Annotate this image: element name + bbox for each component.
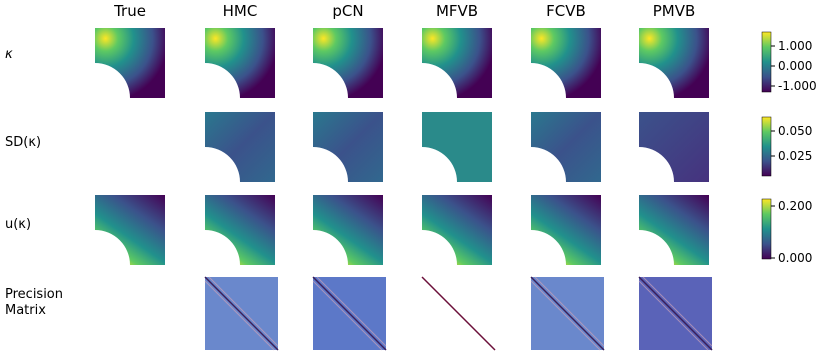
field-plot (205, 28, 275, 98)
field-plot (639, 112, 709, 182)
field-plot (205, 195, 275, 265)
matrix-band (204, 280, 275, 351)
field (639, 195, 709, 265)
matrix-diagonal (204, 276, 279, 351)
matrix-diagonal (638, 276, 713, 351)
field-plot (205, 112, 275, 182)
field-plot (639, 195, 709, 265)
matrix-band (312, 280, 383, 351)
field (205, 195, 275, 265)
matrix-band (316, 276, 387, 347)
field-plot (313, 112, 383, 182)
row-label: SD(κ) (5, 135, 42, 150)
matrix-diagonal (530, 276, 605, 351)
column-header: True (113, 2, 146, 20)
field (313, 195, 383, 265)
field (95, 28, 165, 98)
field-plot (95, 28, 165, 98)
field-plot (531, 28, 601, 98)
field-plot (422, 195, 492, 265)
colorbar (761, 116, 772, 177)
field-plot (313, 28, 383, 98)
column-header: FCVB (546, 2, 586, 20)
field (205, 28, 275, 98)
field (95, 195, 165, 265)
row-label: u(κ) (5, 217, 32, 232)
field-plot (95, 195, 165, 265)
row-label: κ (5, 47, 13, 62)
field (205, 112, 275, 182)
precision-matrix (530, 276, 605, 351)
field-plot (422, 112, 492, 182)
matrix-band (642, 276, 713, 347)
matrix-diagonal (421, 276, 496, 351)
row-label: Precision Matrix (5, 287, 64, 318)
field (313, 28, 383, 98)
field (422, 28, 492, 98)
field-plot (531, 195, 601, 265)
colorbar-tick-label: 0.200 (778, 199, 812, 213)
colorbar (761, 198, 772, 260)
matrix-band (530, 280, 601, 351)
field (422, 195, 492, 265)
precision-matrix (312, 276, 387, 351)
field (531, 28, 601, 98)
matrix-band (534, 276, 605, 347)
field (422, 112, 492, 182)
precision-matrix (638, 276, 713, 351)
field (531, 112, 601, 182)
colorbar-tick-label: -1.000 (778, 79, 817, 93)
matrix-diagonal (312, 276, 387, 351)
field-plot (639, 28, 709, 98)
field (531, 195, 601, 265)
matrix-band (208, 276, 279, 347)
colorbar-tick-label: 0.050 (778, 124, 812, 138)
colorbar (761, 31, 772, 93)
matrix-band (638, 280, 709, 351)
field (639, 112, 709, 182)
field-plot (313, 195, 383, 265)
precision-matrix (204, 276, 279, 351)
colorbar-tick-label: 0.000 (778, 251, 812, 265)
field (639, 28, 709, 98)
column-header: PMVB (653, 2, 696, 20)
field-plot (422, 28, 492, 98)
precision-matrix (421, 276, 496, 351)
field (313, 112, 383, 182)
colorbar-tick-label: 1.000 (778, 39, 812, 53)
column-header: HMC (223, 2, 258, 20)
colorbar-tick-label: 0.025 (778, 149, 812, 163)
column-header: pCN (332, 2, 363, 20)
colorbar-tick-label: 0.000 (778, 59, 812, 73)
column-header: MFVB (436, 2, 478, 20)
field-plot (531, 112, 601, 182)
